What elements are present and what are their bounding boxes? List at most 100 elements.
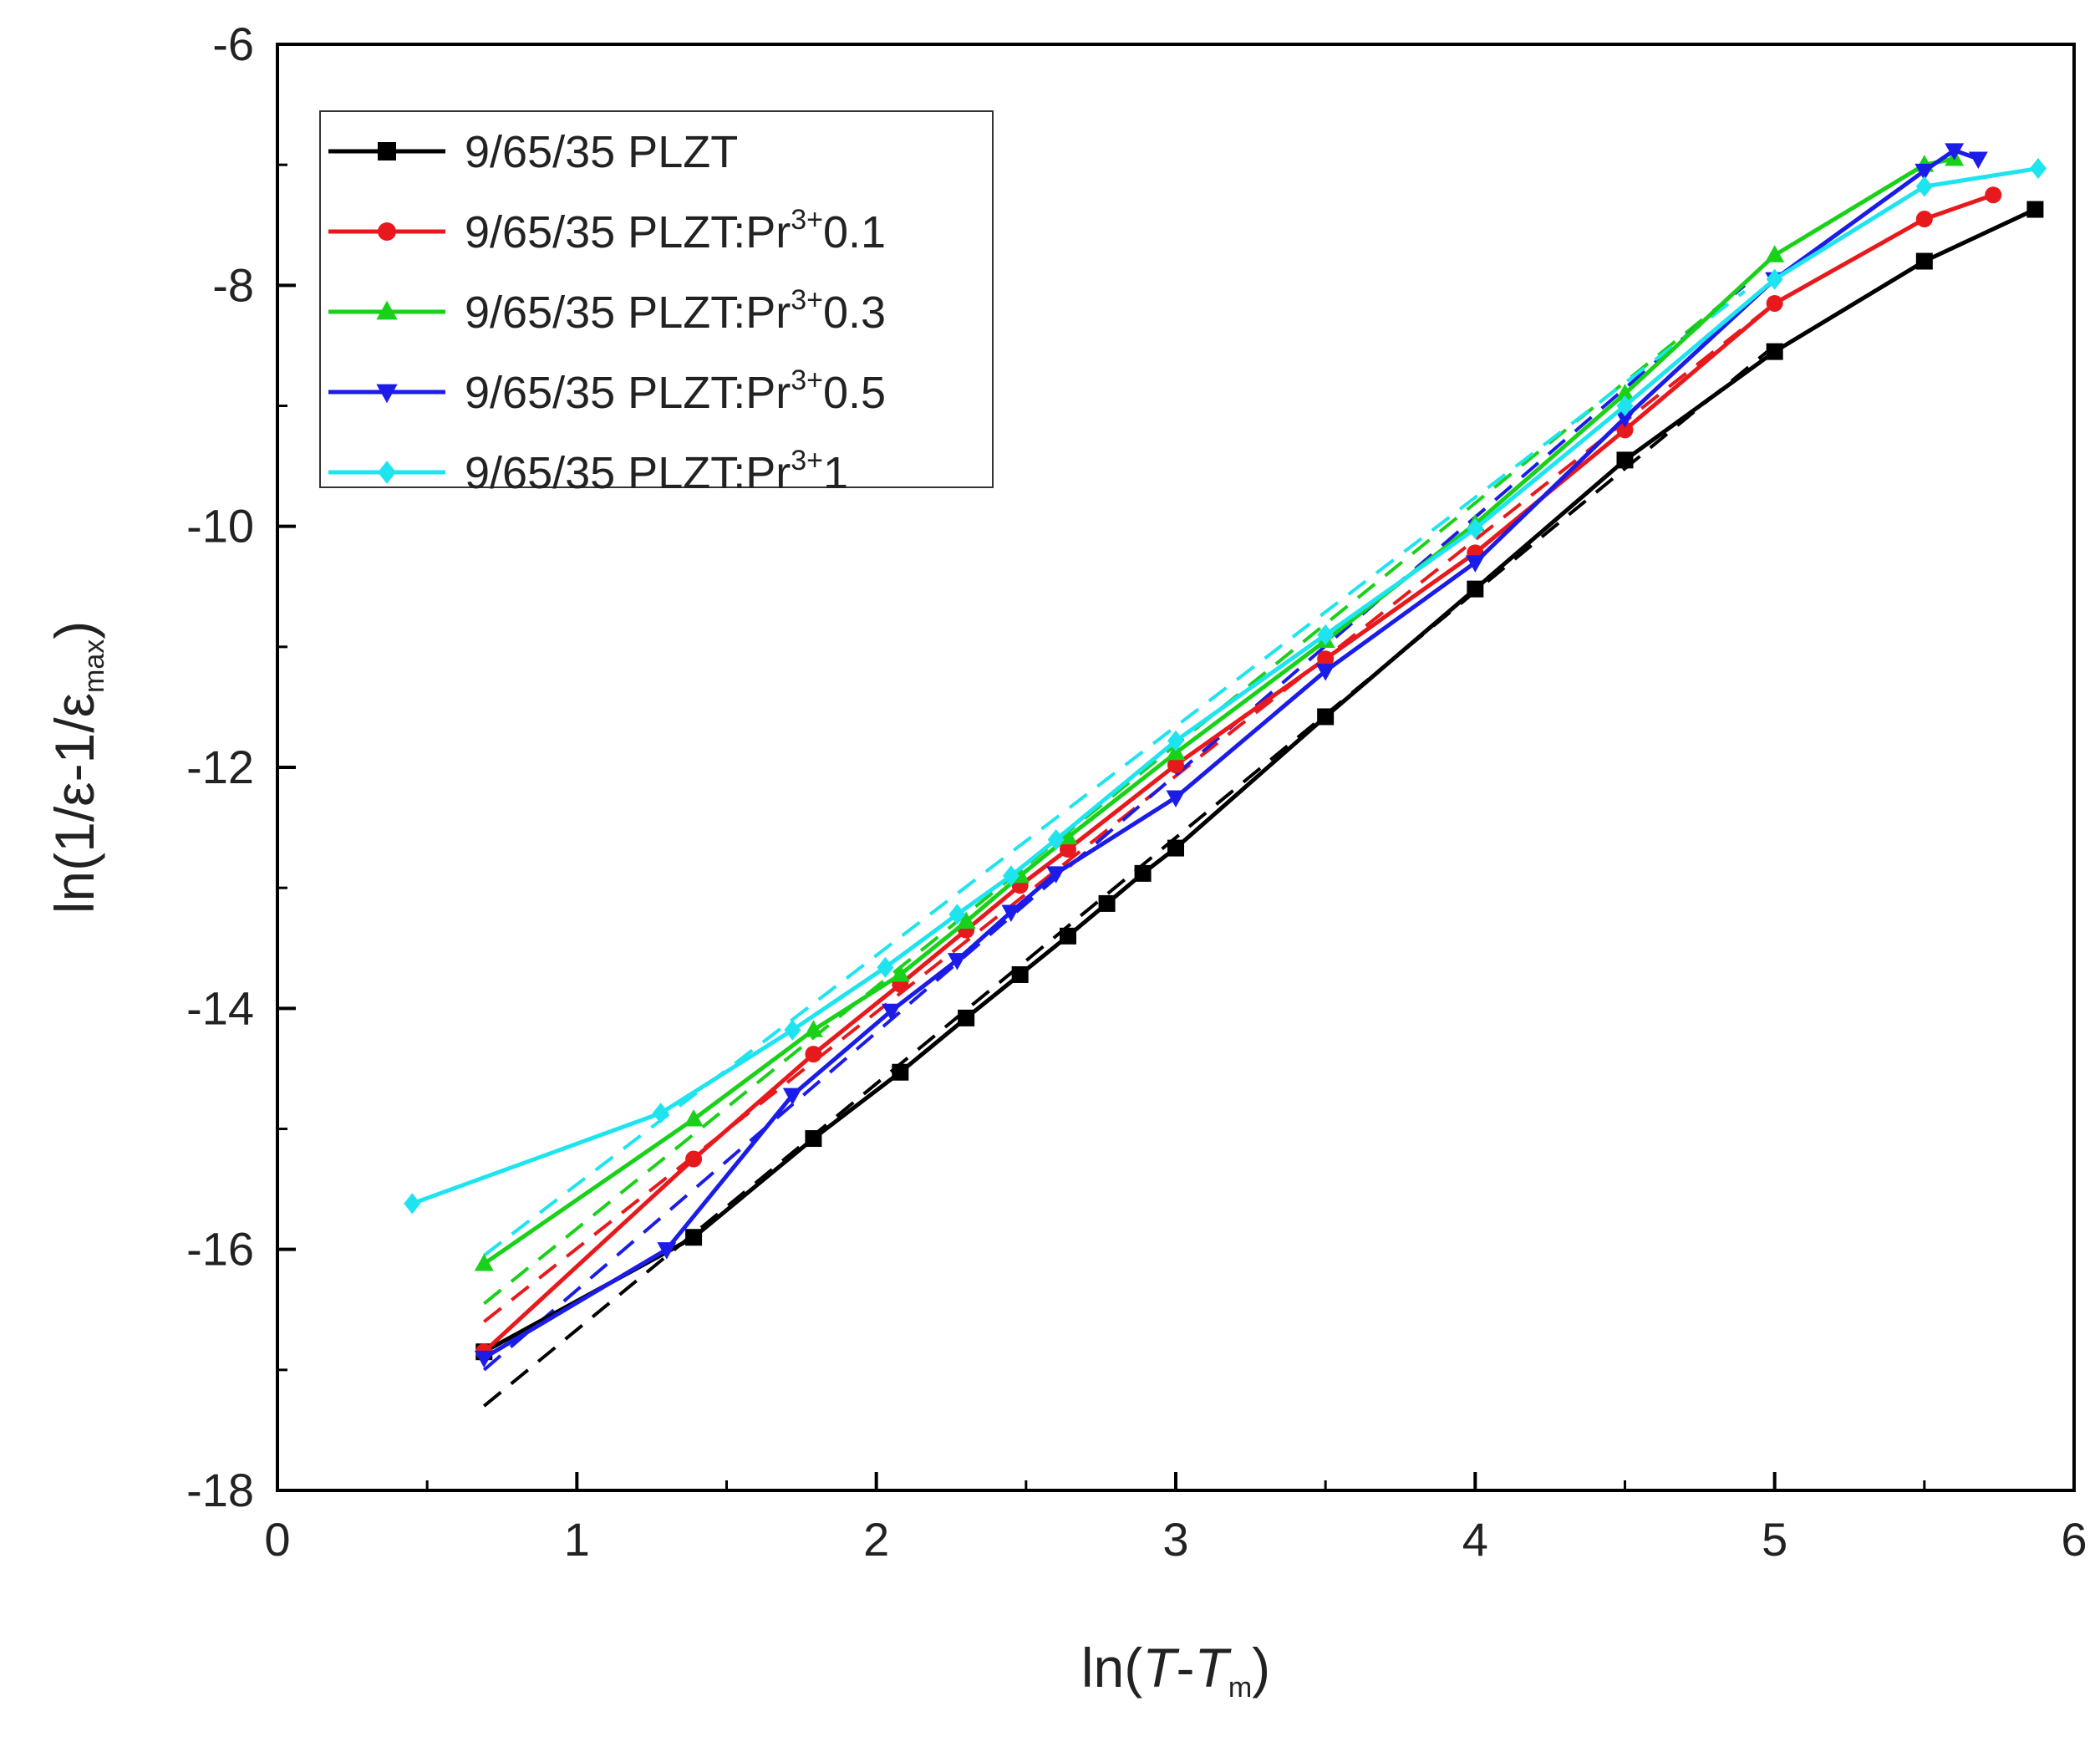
y-tick-label: -10 bbox=[186, 500, 254, 553]
data-point bbox=[890, 964, 910, 982]
x-tick-label: 0 bbox=[264, 1513, 290, 1566]
legend-label: 9/65/35 PLZT:Pr3+0.1 bbox=[465, 204, 886, 257]
series-3 bbox=[474, 143, 1988, 1368]
data-point bbox=[1098, 894, 1116, 912]
data-point bbox=[1047, 829, 1065, 850]
data-point bbox=[1765, 245, 1785, 262]
data-point bbox=[803, 1020, 823, 1037]
series-1 bbox=[475, 186, 2002, 1361]
data-point bbox=[1766, 268, 1783, 290]
x-tick-label: 1 bbox=[564, 1513, 590, 1566]
data-point bbox=[1766, 294, 1783, 312]
series-line-4 bbox=[411, 166, 2039, 1206]
data-point bbox=[1945, 143, 1965, 160]
data-point bbox=[2026, 201, 2044, 218]
data-point bbox=[1011, 965, 1029, 983]
x-tick-label: 2 bbox=[863, 1513, 889, 1566]
data-point bbox=[684, 1108, 704, 1127]
legend-marker bbox=[376, 384, 398, 404]
data-point bbox=[657, 1242, 677, 1260]
data-point bbox=[956, 911, 976, 930]
x-axis-title: ln(T-Tm) bbox=[1081, 1637, 1270, 1704]
series-line-2 bbox=[482, 156, 1955, 1266]
data-point bbox=[1317, 650, 1335, 668]
data-point bbox=[1001, 904, 1021, 922]
y-axis-title: ln(1/ε-1/εmax) bbox=[43, 621, 110, 914]
data-point bbox=[892, 1063, 909, 1081]
data-point bbox=[1467, 518, 1484, 540]
data-point bbox=[1167, 730, 1184, 751]
data-point bbox=[1167, 839, 1184, 857]
legend-marker bbox=[378, 142, 396, 160]
legend-label: 9/65/35 PLZT:Pr3+0.3 bbox=[465, 284, 886, 338]
data-point bbox=[404, 1193, 421, 1215]
legend-label: 9/65/35 PLZT:Pr3+1 bbox=[465, 445, 848, 498]
data-point bbox=[1465, 555, 1485, 573]
y-tick-label: -14 bbox=[186, 981, 254, 1034]
data-point bbox=[1002, 865, 1019, 887]
data-point bbox=[1060, 841, 1076, 858]
series-line-0 bbox=[483, 207, 2036, 1354]
series-2 bbox=[474, 148, 1965, 1271]
legend-box bbox=[319, 110, 994, 488]
y-tick-label: -6 bbox=[212, 18, 254, 70]
data-point bbox=[1616, 395, 1634, 416]
y-tick-label: -12 bbox=[186, 741, 254, 793]
data-point bbox=[474, 1350, 494, 1368]
fit-line-3 bbox=[482, 283, 1747, 1372]
data-point bbox=[1166, 742, 1186, 761]
data-point bbox=[947, 953, 967, 970]
legend-marker bbox=[376, 300, 398, 320]
legend-marker bbox=[378, 222, 396, 241]
x-tick-label: 3 bbox=[1162, 1513, 1188, 1566]
data-point bbox=[685, 1229, 703, 1246]
data-point bbox=[685, 1150, 703, 1168]
data-point bbox=[784, 1019, 801, 1041]
plot-frame bbox=[276, 43, 2076, 1492]
data-point bbox=[948, 904, 966, 925]
data-point bbox=[1046, 866, 1066, 884]
series-line-1 bbox=[482, 192, 1995, 1354]
data-point bbox=[1915, 176, 1933, 197]
series-4 bbox=[404, 157, 2047, 1215]
tick-labels: 0 1 2 3 4 5 6 -6 -8 -10 -12 -14 -16 -18 bbox=[186, 18, 2087, 1566]
data-point bbox=[1766, 343, 1783, 360]
data-point bbox=[1968, 151, 1988, 169]
y-tick-label: -18 bbox=[186, 1464, 254, 1516]
data-point bbox=[2030, 157, 2047, 179]
data-point bbox=[1615, 384, 1635, 401]
x-tick-label: 5 bbox=[1762, 1513, 1787, 1566]
fit-lines bbox=[482, 283, 1776, 1408]
data-point bbox=[1167, 756, 1184, 774]
data-series bbox=[404, 143, 2047, 1368]
x-tick-label: 6 bbox=[2061, 1513, 2087, 1566]
data-point bbox=[1315, 664, 1335, 681]
data-point bbox=[1616, 451, 1634, 469]
y-tick-label: -16 bbox=[186, 1223, 254, 1276]
data-point bbox=[877, 956, 894, 978]
data-point bbox=[805, 1130, 822, 1148]
data-point bbox=[1915, 252, 1933, 270]
data-point bbox=[1616, 421, 1634, 439]
data-point bbox=[1317, 708, 1335, 726]
data-point bbox=[958, 1009, 975, 1026]
data-point bbox=[1134, 864, 1152, 882]
data-point bbox=[1060, 927, 1076, 945]
legend-marker bbox=[378, 461, 396, 484]
data-point bbox=[1915, 211, 1933, 228]
legend: 9/65/35 PLZT 9/65/35 PLZT:Pr3+0.1 9/65/35 … bbox=[319, 110, 994, 498]
data-point bbox=[1467, 580, 1484, 598]
data-point bbox=[782, 1087, 802, 1106]
y-tick-label: -8 bbox=[212, 258, 254, 311]
data-point bbox=[652, 1103, 669, 1124]
data-point bbox=[805, 1046, 822, 1063]
data-point bbox=[1615, 410, 1635, 428]
data-point bbox=[474, 1253, 494, 1271]
data-point bbox=[1985, 186, 2002, 204]
x-tick-label: 4 bbox=[1462, 1513, 1488, 1566]
data-point bbox=[1166, 790, 1186, 808]
fit-line-4 bbox=[483, 289, 1747, 1257]
data-point bbox=[1317, 624, 1335, 645]
fit-line-2 bbox=[482, 283, 1747, 1306]
